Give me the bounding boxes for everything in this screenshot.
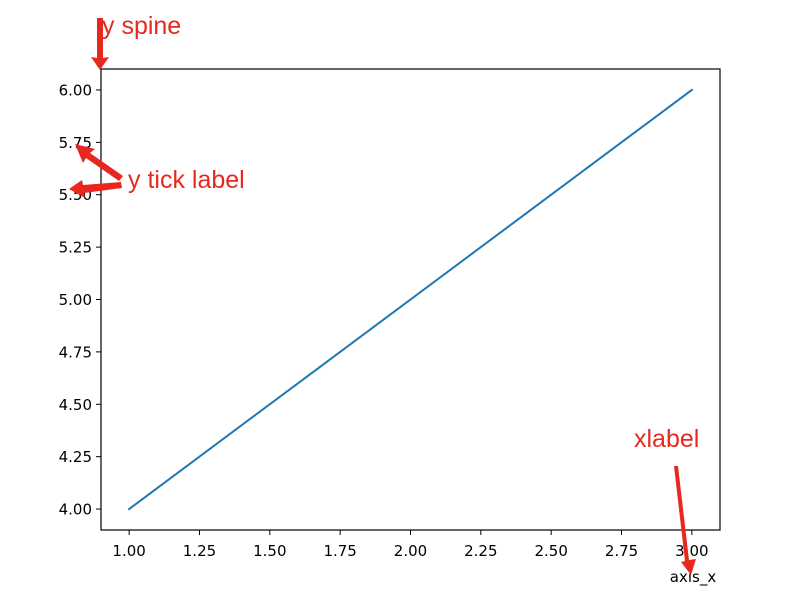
y-ticks: 4.004.254.504.755.005.255.505.756.00 — [59, 81, 101, 519]
x-tick-label: 2.50 — [534, 542, 567, 560]
x-axis-label: axis_x — [670, 568, 717, 587]
y-tick-label: 4.25 — [59, 448, 92, 466]
arrow-y-tick-label-lower-icon — [69, 180, 122, 198]
annotation-layer: y spine y tick label xlabel — [69, 12, 699, 575]
annotation-y-tick-label: y tick label — [128, 166, 245, 194]
x-tick-label: 3.00 — [675, 542, 708, 560]
y-tick-label: 4.00 — [59, 501, 92, 519]
series-layer — [127, 88, 694, 511]
x-tick-label: 1.75 — [323, 542, 356, 560]
annotation-xlabel: xlabel — [634, 425, 699, 453]
x-tick-label: 2.75 — [605, 542, 638, 560]
series-line — [127, 88, 694, 511]
annotation-y-spine: y spine — [102, 12, 181, 40]
x-tick-label: 1.25 — [183, 542, 216, 560]
arrow-y-tick-label-upper-icon — [75, 144, 123, 181]
y-tick-label: 5.25 — [59, 239, 92, 257]
arrow-y-spine-icon — [91, 18, 109, 70]
x-ticks: 1.00 1.25 1.50 1.75 2.00 2.25 2.50 2.75 3.00 — [112, 530, 709, 560]
y-tick-label: 5.00 — [59, 291, 92, 309]
y-tick-label: 4.75 — [59, 343, 92, 361]
y-tick-label: 6.00 — [59, 81, 92, 99]
x-tick-label: 2.25 — [464, 542, 497, 560]
x-tick-label: 1.00 — [112, 542, 145, 560]
arrow-xlabel-icon — [674, 466, 696, 575]
y-tick-label: 4.50 — [59, 396, 92, 414]
x-tick-label: 2.00 — [394, 542, 427, 560]
x-tick-label: 1.50 — [253, 542, 286, 560]
